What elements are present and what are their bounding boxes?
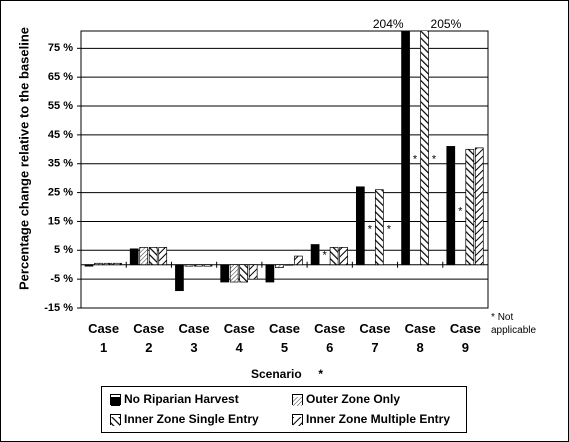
y-axis-title: Percentage change relative to the baseli… [16, 27, 32, 290]
plot-frame [80, 30, 489, 309]
not-applicable-marker: * [458, 205, 463, 217]
bar [355, 186, 365, 266]
x-tick-label: Case 7 [359, 321, 391, 355]
legend-swatch-rect [293, 396, 302, 406]
not-applicable-marker: * [413, 153, 418, 165]
legend-swatch [110, 393, 121, 406]
legend-label: Outer Zone Only [306, 392, 401, 406]
bar [339, 247, 348, 266]
bar [148, 247, 158, 266]
y-tick-label: -5 % [50, 273, 73, 285]
not-applicable-marker: * [387, 224, 392, 236]
not-applicable-marker: * [322, 250, 327, 262]
bar [265, 264, 275, 283]
bar [194, 264, 203, 267]
bar [103, 262, 113, 266]
y-tick-label: -15 % [44, 302, 73, 314]
y-tick-label: 65 % [48, 71, 73, 83]
bar [94, 262, 103, 266]
value-label: 204% [373, 17, 404, 31]
legend-label: Inner Zone Single Entry [124, 412, 259, 426]
x-tick-label: Case 1 [88, 321, 120, 355]
bar [113, 262, 122, 266]
legend-swatch [292, 413, 303, 426]
bar [239, 264, 249, 283]
legend-swatch-fill [293, 416, 302, 426]
legend-swatch-fill [111, 396, 120, 406]
bar [248, 264, 258, 280]
bar [129, 248, 139, 266]
y-tick-label: 5 % [54, 244, 73, 256]
note-text: Not applicable [491, 312, 537, 336]
y-tick-label: 15 % [48, 215, 73, 227]
legend-swatch-rect [293, 416, 302, 426]
legend-label: Inner Zone Multiple Entry [306, 412, 451, 426]
bar [310, 244, 320, 266]
bar [329, 247, 339, 266]
bar [275, 264, 284, 268]
bar [229, 264, 239, 283]
x-tick-label: Case 5 [268, 321, 301, 355]
bar [175, 264, 184, 292]
bar [139, 247, 149, 266]
legend: No Riparian Harvest Outer Zone Only Inner … [101, 386, 467, 433]
bars [84, 31, 484, 292]
bar [203, 264, 213, 267]
y-tick-label: 75 % [48, 42, 73, 54]
not-applicable-marker: * [368, 224, 373, 236]
legend-label: No Riparian Harvest [124, 392, 239, 406]
legend-swatch-fill [111, 416, 120, 426]
legend-swatch-rect [111, 396, 120, 406]
bar [220, 264, 230, 283]
bar [465, 148, 475, 266]
x-tick-label: Case 4 [223, 321, 255, 355]
value-label: 205% [431, 17, 462, 31]
bar [420, 31, 429, 266]
y-tick-label: 45 % [48, 129, 73, 141]
legend-swatch-rect [111, 416, 120, 426]
bar [84, 264, 94, 267]
y-tick-label: 25 % [48, 186, 73, 198]
bar [158, 247, 168, 266]
x-tick-label: Case 2 [133, 321, 165, 355]
bar [374, 189, 384, 266]
bar [401, 31, 410, 266]
x-tick-label: Case 6 [314, 321, 346, 355]
bar [474, 147, 484, 266]
x-tick-label: Case 3 [178, 321, 210, 355]
note-marker: * [491, 312, 495, 323]
bar [184, 264, 194, 267]
legend-swatch [292, 393, 303, 406]
legend-item: No Riparian Harvest [110, 392, 239, 406]
y-tick-label: 35 % [48, 158, 73, 170]
x-tick-label: Case 9 [449, 321, 481, 355]
legend-item: Inner Zone Single Entry [110, 412, 259, 426]
not-applicable-note: * Not applicable [491, 311, 561, 337]
legend-item: Inner Zone Multiple Entry [292, 412, 450, 426]
x-tick-label: Case 8 [404, 321, 436, 355]
x-axis-label: Scenario [251, 367, 302, 381]
legend-item: Outer Zone Only [292, 392, 400, 406]
legend-swatch-fill [293, 396, 302, 406]
bar [284, 264, 294, 266]
bar [294, 255, 303, 266]
bar [446, 146, 456, 266]
x-axis-note-marker: * [318, 367, 324, 381]
not-applicable-marker: * [432, 153, 437, 165]
legend-swatch [110, 413, 121, 426]
y-tick-label: 55 % [48, 100, 73, 112]
x-axis-title: Scenario * [251, 367, 323, 381]
